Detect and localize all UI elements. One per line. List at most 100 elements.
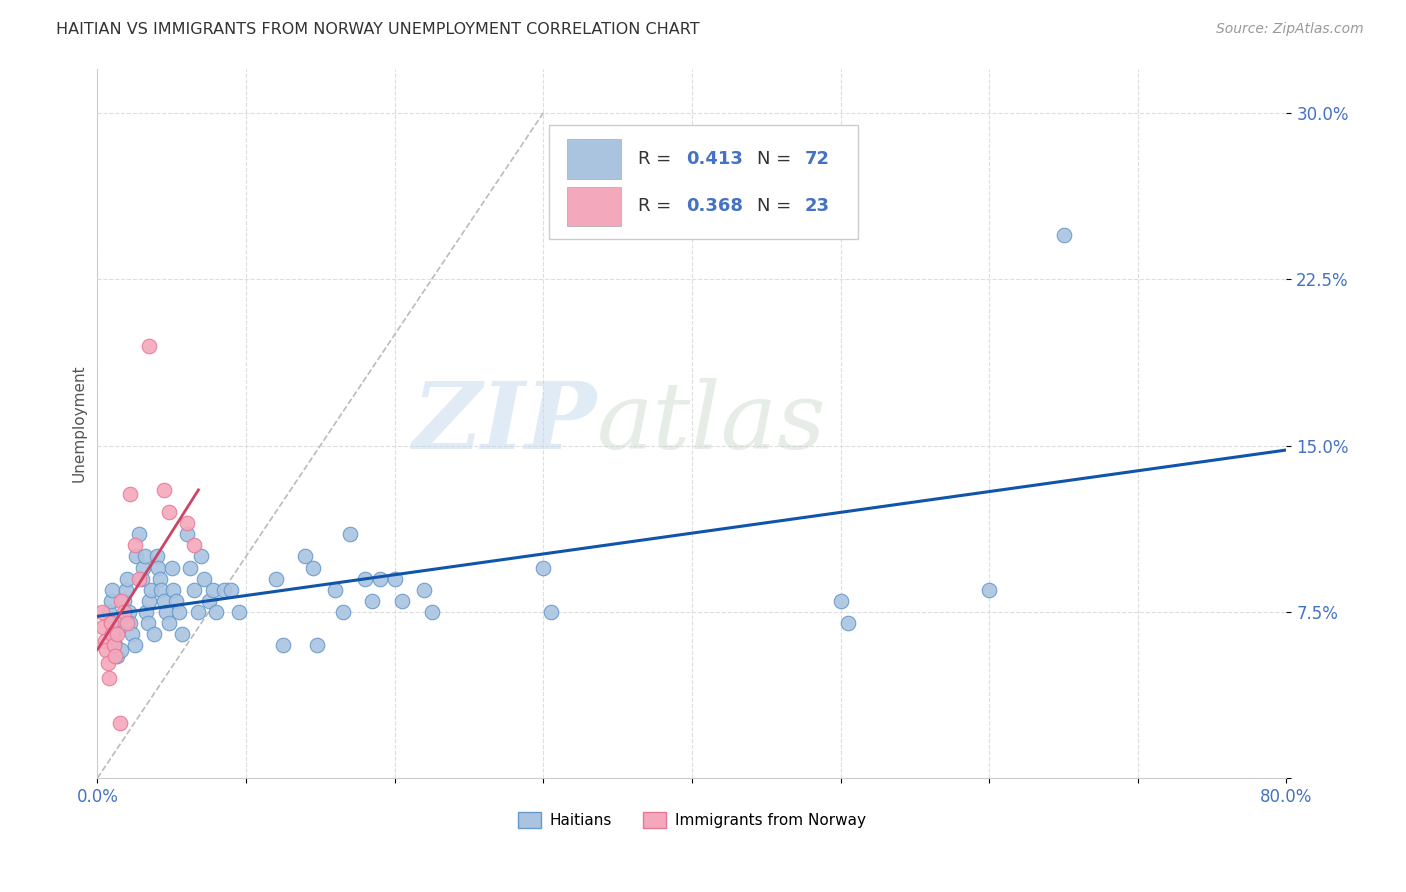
Point [96,642,118,657]
Point [90,605,112,619]
Point [190,549,212,564]
Point [205,605,228,619]
Point [98,672,121,686]
Point [124,638,146,652]
Point [103,638,125,652]
Point [100,594,122,608]
Point [271,638,294,652]
Point [105,649,128,664]
Point [368,572,391,586]
Point [157,615,180,630]
Legend: Haitians, Immigrants from Norway: Haitians, Immigrants from Norway [512,806,872,834]
Point [302,560,325,574]
Point [135,605,157,619]
Point [104,649,127,664]
Point [540,605,562,619]
Point [91,620,114,634]
Point [146,549,169,564]
Point [94,633,117,648]
Point [170,627,193,641]
Point [212,582,235,597]
Text: ZIP: ZIP [412,378,596,468]
Point [183,582,205,597]
Point [104,638,127,652]
Point [323,582,346,597]
Text: 0.368: 0.368 [686,197,742,215]
Text: N =: N = [758,150,797,168]
Point [837,615,859,630]
Point [108,715,131,730]
Text: N =: N = [758,197,797,215]
Point [107,620,129,634]
Point [531,560,554,574]
Point [101,627,124,641]
Point [128,527,150,541]
Point [187,605,209,619]
Point [153,594,176,608]
Point [162,582,184,597]
FancyBboxPatch shape [567,187,620,226]
Text: 23: 23 [804,197,830,215]
Text: Source: ZipAtlas.com: Source: ZipAtlas.com [1216,22,1364,37]
Point [153,483,176,497]
Text: R =: R = [638,197,678,215]
Point [118,615,141,630]
Point [114,582,136,597]
Point [110,594,132,608]
Point [332,605,354,619]
Point [101,582,124,597]
Point [413,582,436,597]
Point [100,615,122,630]
Point [150,582,173,597]
Point [134,549,156,564]
Point [179,560,201,574]
Point [157,505,180,519]
Point [219,582,242,597]
Point [101,615,124,630]
Point [118,487,141,501]
Text: R =: R = [638,150,678,168]
Point [384,572,406,586]
Text: 72: 72 [804,150,830,168]
Point [167,605,190,619]
Point [139,582,162,597]
Point [339,527,361,541]
Point [979,582,1001,597]
Point [294,549,316,564]
Text: atlas: atlas [596,378,827,468]
Point [176,527,198,541]
FancyBboxPatch shape [550,125,859,239]
Point [124,538,146,552]
Point [142,627,165,641]
Point [125,549,148,564]
Point [115,572,138,586]
Point [132,560,155,574]
Point [98,605,121,619]
Text: 0.413: 0.413 [686,150,742,168]
Point [110,642,132,657]
Point [103,627,125,641]
Point [830,594,852,608]
Point [121,627,143,641]
Point [176,516,198,531]
Point [165,594,187,608]
Point [264,572,287,586]
Point [354,572,377,586]
Point [160,560,183,574]
Point [361,594,384,608]
Point [112,605,135,619]
Point [138,339,160,353]
Point [117,605,139,619]
Point [128,572,150,586]
Point [131,572,153,586]
Text: HAITIAN VS IMMIGRANTS FROM NORWAY UNEMPLOYMENT CORRELATION CHART: HAITIAN VS IMMIGRANTS FROM NORWAY UNEMPL… [56,22,700,37]
Point [183,538,205,552]
Point [198,594,221,608]
Y-axis label: Unemployment: Unemployment [72,365,86,483]
FancyBboxPatch shape [567,139,620,178]
Point [1052,227,1074,242]
Point [202,582,225,597]
Point [228,605,250,619]
Point [136,615,159,630]
Point [307,638,329,652]
